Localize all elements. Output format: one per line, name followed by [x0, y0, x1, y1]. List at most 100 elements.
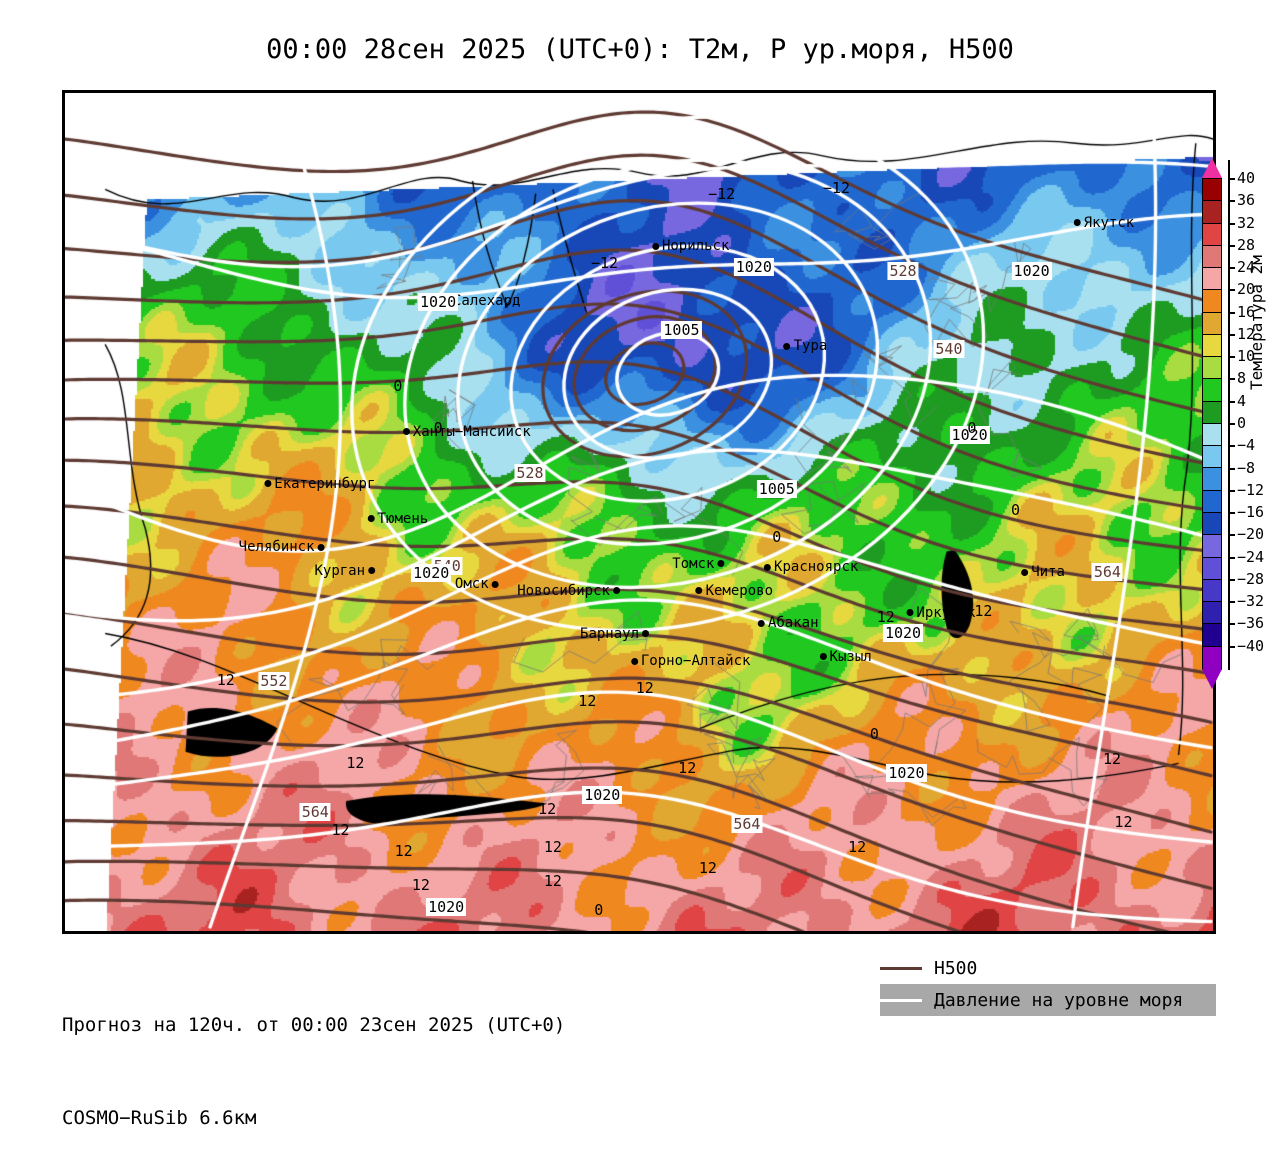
city-label: Горно−Алтайск	[640, 653, 751, 670]
colorbar-band	[1203, 268, 1221, 291]
city-dot	[757, 619, 765, 627]
colorbar-title: Температура 2м	[1247, 255, 1266, 390]
colorbar-tick-label: 4	[1237, 391, 1247, 410]
isotherm-label: 12	[346, 754, 365, 773]
city-label: Тура	[793, 338, 828, 355]
city-label: Омск	[454, 576, 489, 593]
city-dot	[612, 587, 620, 595]
colorbar-band	[1203, 579, 1221, 603]
isotherm-label: 0	[772, 528, 782, 547]
colorbar-tick-label: −40	[1237, 636, 1265, 655]
city-label: Абакан	[767, 615, 819, 632]
isotherm-label: −12	[708, 184, 736, 203]
city-label: Барнаул	[580, 625, 640, 642]
isotherm-label: 0	[594, 901, 604, 920]
colorbar-over-arrow	[1202, 158, 1222, 178]
isotherm-label: −12	[822, 178, 850, 197]
isotherm-label: 12	[331, 821, 350, 840]
map-legend: H500 Давление на уровне моря	[880, 952, 1216, 1016]
temperature-colorbar	[1202, 178, 1222, 670]
colorbar-tick-label: 0	[1237, 414, 1247, 432]
legend-line-swatch	[880, 966, 922, 970]
isotherm-label: 12	[578, 691, 597, 710]
isotherm-label: 12	[394, 842, 413, 861]
city-dot	[317, 543, 325, 551]
h500-contour-label: 528	[887, 262, 919, 281]
colorbar-tick-label: 20	[1237, 280, 1256, 299]
colorbar-tick-label: −24	[1237, 547, 1265, 566]
colorbar-band	[1203, 468, 1221, 491]
city-label: Салехард	[453, 292, 521, 309]
city-marker: Челябинск	[239, 539, 328, 555]
h500-contour-label: 552	[258, 672, 290, 691]
city-marker: Иркутск	[906, 605, 975, 621]
pressure-contour-label: 1020	[426, 897, 467, 916]
forecast-line-2: COSMO−RuSib 6.6км	[62, 1107, 257, 1129]
colorbar-band	[1203, 624, 1221, 647]
city-label: Новосибирск	[517, 582, 610, 599]
isotherm-label: 12	[538, 800, 557, 819]
colorbar-tick-label: 36	[1237, 191, 1256, 210]
isotherm-label: −12	[591, 254, 619, 273]
city-dot	[642, 630, 650, 637]
isotherm-label: 0	[433, 419, 443, 438]
colorbar-tick-label: −28	[1237, 569, 1265, 588]
city-marker: Тура	[783, 338, 828, 355]
h500-contour-label: 540	[933, 340, 965, 359]
colorbar-band	[1203, 223, 1221, 246]
colorbar-axis-line	[1228, 160, 1230, 670]
city-dot	[264, 480, 272, 487]
colorbar-tick-label: −20	[1237, 525, 1265, 544]
city-dot	[819, 653, 827, 661]
city-dot	[1073, 219, 1081, 227]
city-label: Ханты−Мансийск	[412, 423, 531, 440]
isotherm-label: 12	[678, 758, 697, 777]
colorbar-band	[1203, 179, 1221, 202]
city-marker: Абакан	[757, 615, 819, 632]
colorbar-tick-label: 40	[1237, 169, 1256, 187]
city-dot	[368, 567, 376, 575]
city-label: Иркутск	[916, 604, 976, 621]
colorbar-band	[1203, 245, 1221, 269]
city-marker: Тюмень	[367, 510, 429, 527]
h500-contour-label: 564	[731, 814, 763, 833]
city-label: Челябинск	[238, 539, 315, 556]
city-label: Якутск	[1083, 214, 1135, 231]
isotherm-label: 0	[967, 419, 977, 438]
colorbar-band	[1203, 357, 1221, 380]
city-marker: Якутск	[1073, 214, 1135, 231]
city-marker: Кызыл	[819, 649, 872, 665]
city-dot	[695, 587, 703, 595]
isotherm-label: 12	[974, 601, 993, 620]
isotherm-label: 12	[1114, 813, 1133, 832]
isotherm-label: 12	[698, 859, 717, 878]
h500-contour-label: 528	[514, 463, 546, 482]
legend-label: Давление на уровне моря	[934, 989, 1184, 1011]
isotherm-label: 12	[1102, 750, 1121, 769]
colorbar-band	[1203, 401, 1221, 424]
city-marker: Барнаул	[580, 626, 652, 642]
h500-contour-label: 564	[1091, 563, 1123, 582]
city-label: Тюмень	[377, 510, 429, 527]
city-label: Кемерово	[705, 582, 773, 599]
pressure-contour-label: 1020	[733, 258, 774, 277]
city-label: Красноярск	[774, 559, 859, 576]
city-label: Томск	[672, 555, 715, 572]
weather-map[interactable]: Норильск Якутск Салехард Тура Ханты−Мансийск…	[62, 90, 1216, 934]
city-marker: Чита	[1021, 564, 1065, 580]
city-marker: Кемерово	[695, 582, 773, 599]
legend-item: Давление на уровне моря	[880, 984, 1216, 1016]
isotherm-label: 12	[411, 875, 430, 894]
city-marker: Курган	[314, 563, 378, 579]
colorbar-tick-label: 28	[1237, 235, 1256, 254]
colorbar-tick-label: −32	[1237, 592, 1265, 611]
colorbar-tick-label: 12	[1237, 324, 1256, 343]
pressure-contour-label: 1005	[661, 321, 702, 340]
isotherm-label: 12	[543, 838, 562, 857]
pressure-contour-label: 1020	[949, 425, 990, 444]
colorbar-band	[1203, 535, 1221, 558]
city-marker: Красноярск	[764, 559, 858, 575]
colorbar-tick-label: −36	[1237, 614, 1265, 633]
colorbar-tick-label: −4	[1237, 436, 1256, 455]
isotherm-label: 12	[635, 678, 654, 697]
